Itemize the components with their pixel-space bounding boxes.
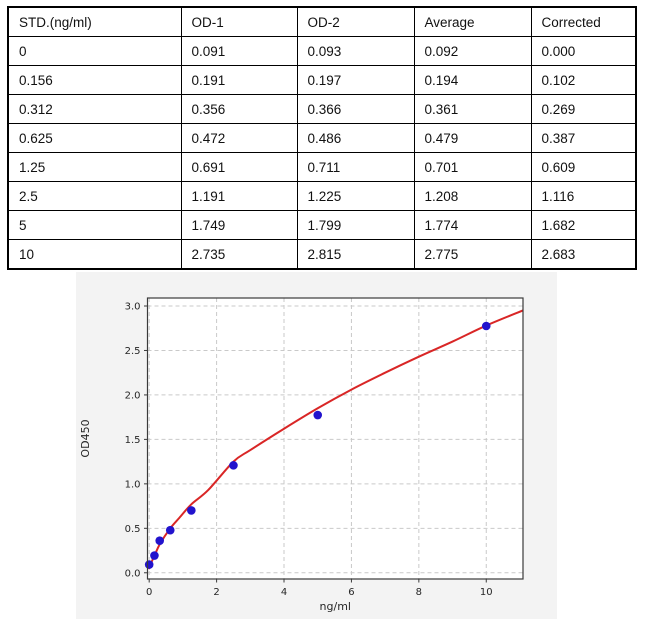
standard-curve-chart: 0 2 4 6 8 10 0.0 0.5 1.0 1.5 2.0 2.5 3.0 ng/ml OD450 xyxy=(76,272,557,619)
col-header-od2: OD-2 xyxy=(296,6,415,37)
table-cell: 0 xyxy=(7,36,182,66)
x-tick-label: 2 xyxy=(213,587,219,598)
y-axis-label: OD450 xyxy=(79,419,92,457)
table-header-row: STD.(ng/ml) OD-1 OD-2 Average Corrected xyxy=(7,6,637,37)
col-header-average: Average xyxy=(413,6,532,37)
y-tick-label: 0.0 xyxy=(125,568,141,579)
table-cell: 1.25 xyxy=(7,152,182,182)
x-axis-label: ng/ml xyxy=(320,600,351,613)
table-row: 2.5 1.191 1.225 1.208 1.116 xyxy=(7,181,637,211)
x-tick-label: 10 xyxy=(480,587,493,598)
table-cell: 0.701 xyxy=(413,152,532,182)
table-row: 10 2.735 2.815 2.775 2.683 xyxy=(7,239,637,270)
table-cell: 0.691 xyxy=(180,152,298,182)
data-point xyxy=(150,551,159,560)
x-tick-label: 0 xyxy=(146,587,152,598)
table-cell: 2.815 xyxy=(296,239,415,270)
table-cell: 2.735 xyxy=(180,239,298,270)
table-cell: 1.116 xyxy=(530,181,637,211)
table-cell: 1.225 xyxy=(296,181,415,211)
col-header-corrected: Corrected xyxy=(530,6,637,37)
plot-border xyxy=(146,297,524,580)
table-row: 0.312 0.356 0.366 0.361 0.269 xyxy=(7,94,637,124)
table-cell: 1.682 xyxy=(530,210,637,240)
plot-background xyxy=(147,298,523,579)
table-cell: 1.208 xyxy=(413,181,532,211)
data-point xyxy=(165,525,175,535)
table-row: 0.156 0.191 0.197 0.194 0.102 xyxy=(7,65,637,95)
table-cell: 0.479 xyxy=(413,123,532,153)
table-cell: 0.356 xyxy=(180,94,298,124)
data-point xyxy=(313,410,323,420)
table-cell: 0.197 xyxy=(296,65,415,95)
table-cell: 0.625 xyxy=(7,123,182,153)
table-cell: 0.609 xyxy=(530,152,637,182)
standard-curve-figure: 0 2 4 6 8 10 0.0 0.5 1.0 1.5 2.0 2.5 3.0 ng/ml OD450 xyxy=(76,272,557,619)
table-cell: 0.102 xyxy=(530,65,637,95)
table-cell: 0.269 xyxy=(530,94,637,124)
standards-table: STD.(ng/ml) OD-1 OD-2 Average Corrected … xyxy=(7,6,637,270)
table-cell: 0.093 xyxy=(296,36,415,66)
table-row: 5 1.749 1.799 1.774 1.682 xyxy=(7,210,637,240)
table-cell: 0.486 xyxy=(296,123,415,153)
data-point xyxy=(229,461,238,470)
y-tick-label: 2.0 xyxy=(125,390,141,401)
table-cell: 0.091 xyxy=(180,36,298,66)
col-header-od1: OD-1 xyxy=(180,6,298,37)
data-point xyxy=(155,536,165,545)
x-tick-label: 6 xyxy=(348,587,354,598)
table-cell: 5 xyxy=(7,210,182,240)
data-point xyxy=(481,321,491,331)
table-row: 0.625 0.472 0.486 0.479 0.387 xyxy=(7,123,637,153)
table-cell: 0.366 xyxy=(296,94,415,124)
x-tick-label: 4 xyxy=(281,587,287,598)
table-cell: 0.092 xyxy=(413,36,532,66)
table-cell: 2.5 xyxy=(7,181,182,211)
table-cell: 0.361 xyxy=(413,94,532,124)
y-tick-label: 2.5 xyxy=(125,346,141,357)
table-cell: 0.000 xyxy=(530,36,637,66)
table-cell: 0.156 xyxy=(7,65,182,95)
table-cell: 0.312 xyxy=(7,94,182,124)
table-cell: 1.749 xyxy=(180,210,298,240)
table-cell: 2.683 xyxy=(530,239,637,270)
table-cell: 10 xyxy=(7,239,182,270)
y-tick-label: 3.0 xyxy=(125,302,141,313)
table-cell: 1.774 xyxy=(413,210,532,240)
table-cell: 0.194 xyxy=(413,65,532,95)
table-cell: 0.711 xyxy=(296,152,415,182)
data-point xyxy=(144,560,154,569)
y-tick-label: 1.5 xyxy=(125,435,141,446)
x-tick-label: 8 xyxy=(416,587,422,598)
col-header-std: STD.(ng/ml) xyxy=(7,6,182,37)
table-cell: 0.472 xyxy=(180,123,298,153)
fit-curve xyxy=(148,309,523,570)
table-cell: 1.191 xyxy=(180,181,298,211)
table-cell: 1.799 xyxy=(296,210,415,240)
table-cell: 0.387 xyxy=(530,123,637,153)
table-cell: 0.191 xyxy=(180,65,298,95)
data-point xyxy=(187,506,196,515)
y-tick-label: 1.0 xyxy=(125,479,141,490)
y-tick-label: 0.5 xyxy=(125,524,141,535)
table-row: 0 0.091 0.093 0.092 0.000 xyxy=(7,36,637,66)
table-row: 1.25 0.691 0.711 0.701 0.609 xyxy=(7,152,637,182)
table-cell: 2.775 xyxy=(413,239,532,270)
